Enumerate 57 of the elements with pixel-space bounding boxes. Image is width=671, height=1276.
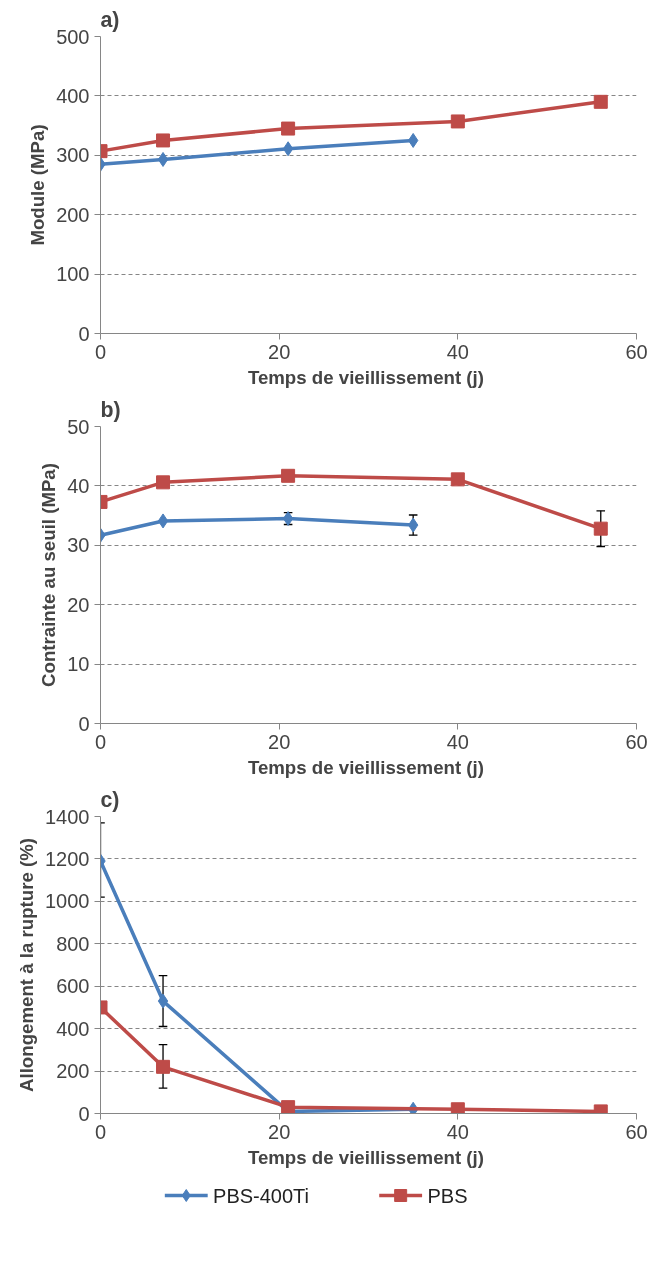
y-tick-label: 50 [67, 415, 90, 438]
y-tick-label: 30 [67, 534, 90, 557]
y-tick-label: 0 [78, 712, 90, 735]
point [157, 993, 169, 1009]
x-tick-label: 20 [268, 730, 291, 753]
y-tick-label: 600 [56, 975, 90, 998]
y-tick-label: 400 [56, 84, 90, 107]
y-tick-label: 10 [67, 653, 90, 676]
point [450, 1102, 465, 1114]
y-tick-label: 100 [56, 263, 90, 286]
point [281, 121, 296, 136]
point [593, 521, 608, 536]
point [282, 141, 294, 157]
x-axis-title: Temps de vieillissement (j) [247, 1146, 484, 1168]
y-tick-label: 200 [56, 203, 90, 226]
y-tick-label: 200 [56, 1060, 90, 1083]
x-tick-label: 20 [268, 340, 291, 363]
y-tick-label: 40 [67, 474, 90, 497]
x-tick-label: 60 [625, 730, 648, 753]
legend-label: PBS [427, 1184, 468, 1207]
y-tick-label: 1000 [45, 890, 90, 913]
point [156, 133, 171, 148]
y-tick-label: 0 [78, 322, 90, 345]
x-tick-label: 0 [94, 730, 107, 753]
point [281, 468, 296, 483]
point [156, 1059, 171, 1074]
legend-label: PBS-400Ti [213, 1184, 310, 1207]
chart-title: c) [100, 787, 120, 812]
x-tick-label: 60 [625, 1120, 648, 1143]
y-tick-label: 20 [67, 593, 90, 616]
x-axis-title: Temps de vieillissement (j) [247, 366, 484, 388]
point [450, 114, 465, 129]
x-tick-label: 40 [446, 340, 469, 363]
x-tick-label: 0 [94, 340, 107, 363]
y-tick-label: 0 [78, 1102, 90, 1125]
point [157, 513, 169, 529]
point [593, 94, 608, 109]
y-axis-title: Module (MPa) [27, 124, 49, 246]
y-tick-label: 800 [56, 932, 90, 955]
chart-title: a) [100, 7, 120, 32]
x-tick-label: 20 [268, 1120, 291, 1143]
point [157, 151, 169, 167]
y-tick-label: 1200 [45, 847, 90, 870]
point [450, 472, 465, 487]
x-tick-label: 40 [446, 730, 469, 753]
x-tick-label: 40 [446, 1120, 469, 1143]
y-tick-label: 300 [56, 144, 90, 167]
y-tick-label: 500 [56, 25, 90, 48]
y-axis-title: Allongement à la rupture (%) [16, 838, 38, 1092]
point [156, 475, 171, 490]
x-tick-label: 0 [94, 1120, 107, 1143]
y-tick-label: 400 [56, 1017, 90, 1040]
x-tick-label: 60 [625, 340, 648, 363]
y-axis-title: Contrainte au seuil (MPa) [38, 463, 60, 687]
chart-title: b) [100, 397, 121, 422]
y-tick-label: 1400 [45, 805, 90, 828]
x-axis-title: Temps de vieillissement (j) [247, 756, 484, 778]
